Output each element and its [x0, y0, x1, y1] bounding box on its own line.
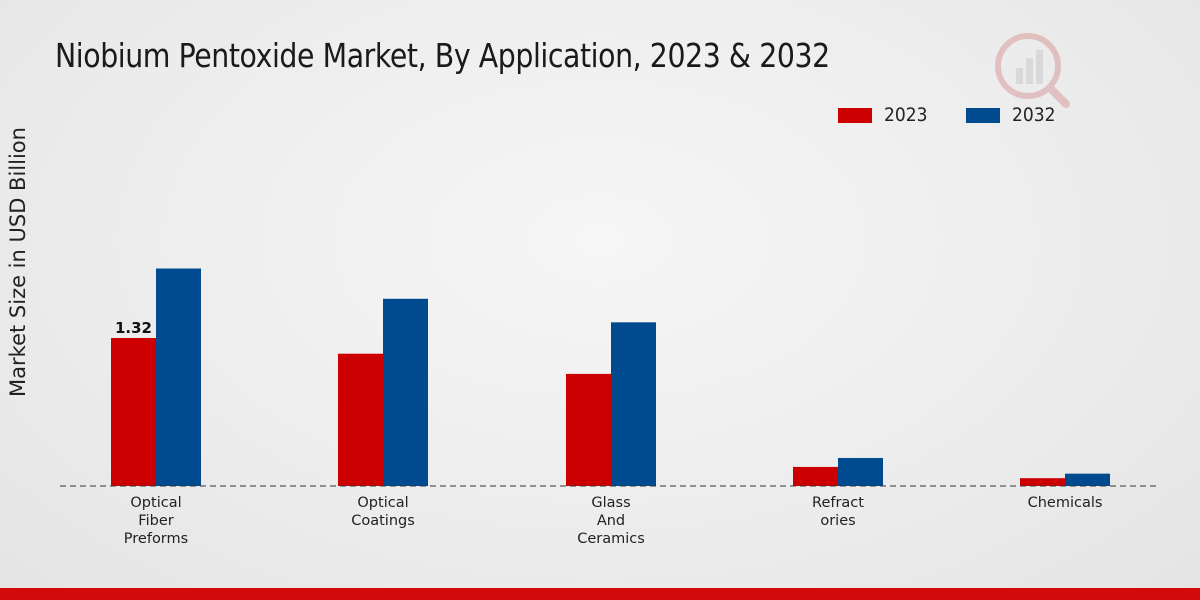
- x-tick-line-4-0: Chemicals: [1028, 495, 1103, 511]
- legend-swatch-2023: [838, 107, 872, 123]
- bar-2032-1: [383, 298, 428, 486]
- data-label-0: 1.32: [115, 319, 152, 337]
- x-tick-label-0: Optical Fiber Preforms: [124, 495, 188, 547]
- bar-2032-4: [1065, 473, 1110, 486]
- x-tick-line-2-2: Ceramics: [577, 531, 645, 547]
- x-tick-labels: Optical Fiber Preforms Optical Coatings Glass…: [124, 495, 1103, 547]
- bar-2023-2: [566, 373, 611, 486]
- legend-label-2023: 2023: [884, 104, 928, 126]
- x-tick-line-0-0: Optical: [130, 495, 181, 511]
- bar-2032-3: [838, 457, 883, 486]
- bar-2032-0: [156, 268, 201, 486]
- bar-2023-4: [1020, 478, 1065, 486]
- x-tick-label-1: Optical Coatings: [351, 495, 415, 529]
- x-tick-line-1-0: Optical: [357, 495, 408, 511]
- bar-2023-3: [793, 466, 838, 486]
- x-tick-line-3-1: ories: [820, 513, 855, 529]
- legend-item-2032: 2032: [966, 104, 1060, 126]
- chart-title: Niobium Pentoxide Market, By Application…: [55, 36, 830, 75]
- x-tick-label-2: Glass And Ceramics: [577, 495, 645, 547]
- bar-2032-2: [611, 322, 656, 486]
- legend-item-2023: 2023: [838, 104, 932, 126]
- x-tick-label-3: Refract ories: [812, 495, 864, 529]
- x-tick-line-2-1: And: [597, 513, 625, 529]
- bar-2023-0: [111, 338, 156, 486]
- market-research-logo-icon: [995, 33, 1070, 108]
- x-tick-line-0-2: Preforms: [124, 531, 188, 547]
- x-tick-line-2-0: Glass: [591, 495, 630, 511]
- legend: 2023 2032: [838, 104, 1095, 126]
- x-tick-label-4: Chemicals: [1028, 495, 1103, 511]
- bar-2023-1: [338, 353, 383, 486]
- bars-group: [111, 268, 1110, 486]
- legend-swatch-2032: [966, 107, 1001, 123]
- x-tick-line-3-0: Refract: [812, 495, 864, 511]
- x-tick-line-0-1: Fiber: [138, 513, 173, 529]
- x-tick-line-1-1: Coatings: [351, 513, 415, 529]
- bottom-accent-bar: [0, 588, 1200, 600]
- legend-label-2032: 2032: [1012, 104, 1056, 126]
- data-labels: 1.32: [115, 319, 152, 337]
